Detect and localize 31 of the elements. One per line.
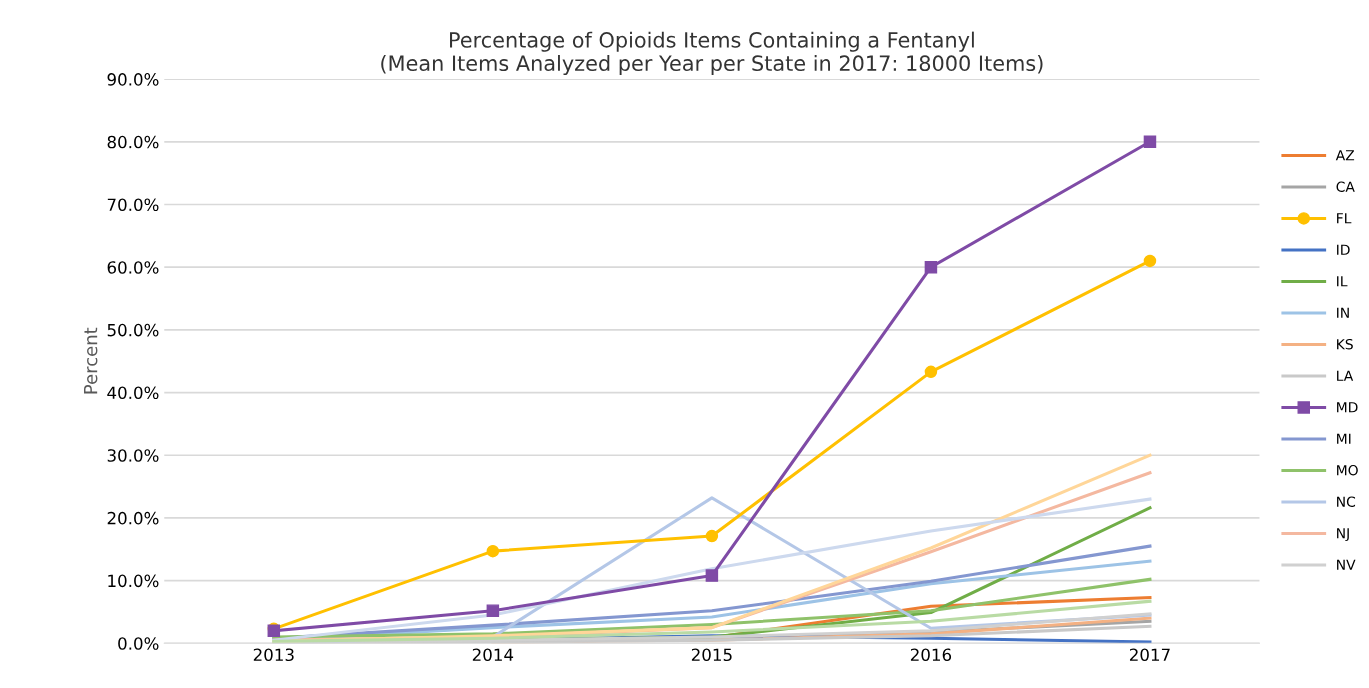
y-tick-label: 0.0% — [118, 637, 159, 650]
legend-label: NC — [1337, 496, 1356, 507]
legend-label: CA — [1336, 181, 1355, 192]
x-tick-label: 2013 — [253, 648, 294, 662]
y-tick-label: 40.0% — [107, 386, 159, 400]
x-tick-label: 2016 — [910, 648, 952, 662]
legend-label: MO — [1337, 464, 1358, 476]
legend-label: MI — [1337, 433, 1351, 444]
y-tick-label: 20.0% — [107, 511, 159, 525]
x-tick-label: 2015 — [691, 648, 732, 662]
legend-label: IN — [1337, 307, 1349, 318]
x-tick-label: 2017 — [1129, 648, 1170, 662]
y-tick-label: 50.0% — [107, 323, 159, 337]
legend-label: ID — [1337, 244, 1350, 255]
y-tick-label: 70.0% — [107, 198, 159, 212]
legend-label: NV — [1337, 559, 1356, 570]
legend-label: MD — [1337, 402, 1358, 413]
y-tick-label: 30.0% — [107, 449, 159, 462]
y-tick-label: 80.0% — [107, 135, 159, 149]
x-tick-label: 2014 — [472, 648, 514, 662]
y-axis-title: Percent — [84, 327, 98, 394]
legend-label: IL — [1337, 276, 1348, 287]
legend-label: LA — [1337, 370, 1354, 381]
y-tick-label: 10.0% — [108, 574, 159, 588]
legend-label: NJ — [1337, 528, 1349, 542]
legend-label: KS — [1337, 338, 1353, 350]
chart-title: Percentage of Opioids Items Containing a Fentanyl (Mean Items Analyzed per Year per State in 2017: 18000 Items) — [381, 31, 1043, 76]
y-tick-label: 60.0% — [107, 261, 159, 274]
y-tick-label: 90.0% — [107, 73, 159, 86]
legend-label: FL — [1337, 213, 1352, 224]
legend-label: AZ — [1335, 150, 1355, 161]
